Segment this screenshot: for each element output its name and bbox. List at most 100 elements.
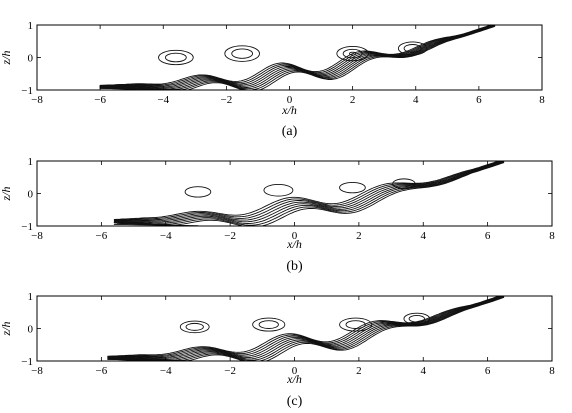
x-tick-label: 0 [287, 94, 293, 106]
vortex-contour [179, 320, 210, 334]
vortex-contour [403, 44, 422, 53]
streamline [107, 296, 505, 360]
streamline [113, 162, 505, 226]
y-axis-label: z/h [0, 186, 13, 201]
contour-group [99, 25, 496, 90]
vortex-contour [339, 317, 373, 332]
panel-caption: (c) [287, 394, 303, 409]
vortex-contour [342, 48, 363, 59]
x-tick-label: −4 [157, 94, 169, 106]
streamline [99, 25, 496, 90]
y-tick-label: 0 [28, 189, 34, 201]
x-tick-label: −8 [31, 94, 43, 106]
streamline [107, 296, 505, 361]
streamline [99, 25, 496, 89]
y-tick-label: 1 [28, 291, 34, 303]
streamline [113, 161, 503, 221]
x-tick-label: 6 [485, 365, 491, 377]
y-tick-label: 1 [28, 20, 34, 32]
x-tick-label: 8 [549, 230, 555, 242]
streamline [113, 161, 501, 220]
streamline [113, 161, 502, 221]
y-tick-label: −1 [21, 221, 33, 233]
streamline [113, 161, 505, 223]
x-tick-label: −6 [96, 365, 108, 377]
streamline [113, 161, 505, 222]
x-tick-label: −6 [94, 94, 106, 106]
y-tick-label: −1 [21, 356, 33, 368]
vortex-contour [224, 45, 260, 62]
vortex-contour [336, 45, 369, 62]
streamline [113, 161, 505, 224]
streamline [107, 297, 505, 361]
contour-group [113, 161, 505, 226]
y-axis-label: z/h [0, 50, 13, 65]
x-axis-label: x/h [286, 372, 302, 386]
streamline [107, 296, 501, 357]
streamline [107, 296, 504, 358]
x-tick-label: −2 [221, 94, 233, 106]
vortex-contour [252, 317, 286, 332]
streamline [107, 296, 505, 361]
wall-streamline [120, 221, 180, 226]
vortex-contour [345, 320, 366, 329]
streamline [99, 25, 496, 90]
vortex-contour [185, 322, 204, 331]
panel-caption: (b) [286, 259, 303, 274]
vortex-contour [392, 178, 416, 190]
vortex-contour [158, 49, 194, 66]
vortex-contour [339, 181, 366, 194]
x-tick-label: 0 [292, 230, 298, 242]
streamline [107, 296, 505, 359]
vortex-contour [397, 41, 428, 56]
y-tick-label: −1 [21, 85, 33, 97]
streamline [107, 296, 502, 358]
vortex-contour [408, 314, 425, 323]
x-tick-label: 2 [350, 94, 356, 106]
panel-caption: (a) [282, 124, 298, 139]
contour-group [107, 296, 505, 361]
wall-streamline [105, 85, 164, 90]
x-tick-label: 6 [476, 94, 482, 106]
x-tick-label: 4 [421, 365, 427, 377]
x-tick-label: −4 [160, 230, 172, 242]
y-axis-label: z/h [0, 321, 13, 336]
vortex-contour [258, 320, 279, 329]
x-tick-label: 6 [485, 230, 491, 242]
x-tick-label: −8 [31, 365, 43, 377]
x-tick-label: 2 [356, 230, 362, 242]
y-tick-label: 0 [28, 324, 34, 336]
y-tick-label: 1 [28, 156, 34, 168]
vortex-contour [263, 183, 294, 197]
x-tick-label: 4 [413, 94, 419, 106]
wall-streamline [113, 356, 173, 361]
vortex-contour [403, 312, 431, 325]
panel-2: −8 −6 −4 −2 0 2 4 6 8 −1 0 1 x/h z/h (c) [0, 291, 555, 409]
x-tick-label: 0 [292, 365, 298, 377]
x-tick-label: −2 [224, 230, 236, 242]
x-tick-label: −4 [160, 365, 172, 377]
panel-0: −8 −6 −4 −2 0 2 4 6 8 −1 0 1 x/h z/h (a) [0, 20, 545, 139]
streamline [99, 25, 496, 90]
vortex-contour [165, 52, 187, 63]
streamline [107, 296, 503, 358]
vortex-contour [231, 48, 254, 59]
x-tick-label: −2 [224, 365, 236, 377]
streamline [99, 25, 492, 86]
x-tick-label: 8 [539, 94, 545, 106]
y-tick-label: 0 [28, 53, 34, 65]
streamline [113, 161, 505, 226]
x-tick-label: 4 [421, 230, 427, 242]
x-tick-label: 8 [549, 365, 555, 377]
x-tick-label: −8 [31, 230, 43, 242]
x-axis-label: x/h [281, 103, 297, 117]
streamline [99, 25, 496, 90]
vortex-contour [349, 51, 357, 56]
streamline [99, 25, 495, 87]
panel-1: −8 −6 −4 −2 0 2 4 6 8 −1 0 1 x/h z/h (b) [0, 156, 555, 274]
x-tick-label: 2 [356, 365, 362, 377]
x-axis-label: x/h [286, 237, 302, 251]
vortex-contour [184, 186, 212, 198]
